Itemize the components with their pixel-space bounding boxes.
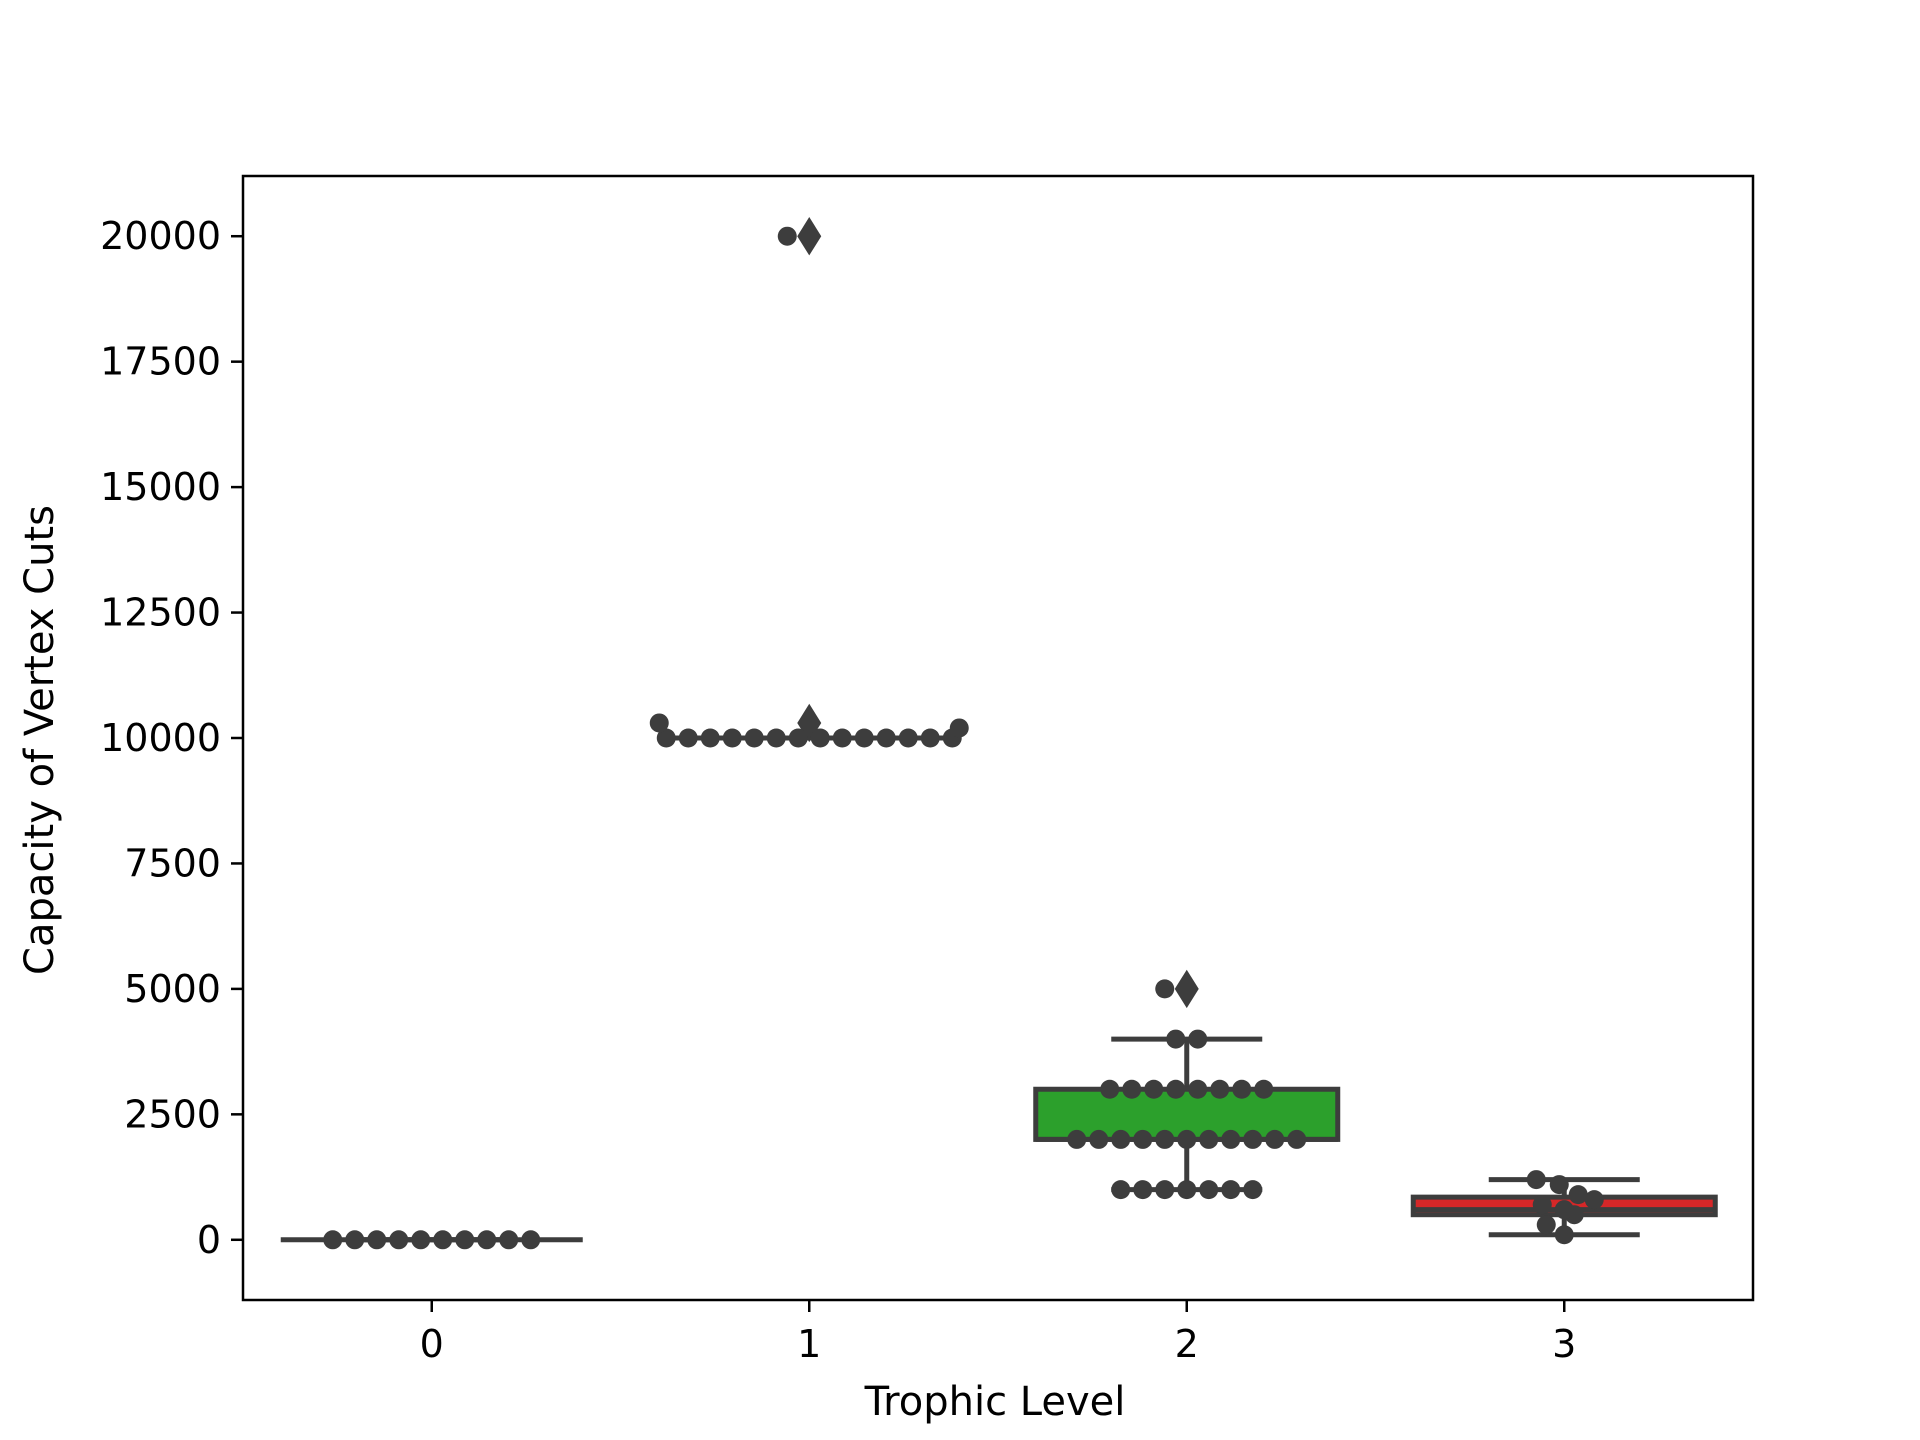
swarm-point bbox=[1111, 1180, 1131, 1200]
swarm-point bbox=[389, 1230, 409, 1250]
swarm-point bbox=[433, 1230, 453, 1250]
swarm-point bbox=[1526, 1170, 1546, 1190]
swarm-point bbox=[854, 728, 874, 748]
swarm-point bbox=[1221, 1180, 1241, 1200]
swarm-2 bbox=[1067, 979, 1307, 1200]
x-axis-title: Trophic Level bbox=[864, 1379, 1126, 1425]
swarm-point bbox=[1177, 1129, 1197, 1149]
swarm-point bbox=[1089, 1129, 1109, 1149]
swarm-point bbox=[1549, 1175, 1569, 1195]
swarm-point bbox=[367, 1230, 387, 1250]
swarm-point bbox=[1210, 1079, 1230, 1099]
swarm-point bbox=[1265, 1129, 1285, 1149]
axes: 0 2500 5000 7500 10000 12500 15000 17500 20000 0 1… bbox=[100, 174, 1755, 1366]
plot-area bbox=[280, 217, 1718, 1250]
swarm-point bbox=[1111, 1129, 1131, 1149]
x-tick-label: 0 bbox=[420, 1322, 444, 1366]
swarm-point bbox=[700, 728, 720, 748]
y-tick-label: 5000 bbox=[124, 967, 221, 1011]
swarm-point bbox=[788, 728, 808, 748]
swarm-point bbox=[1188, 1079, 1208, 1099]
swarm-point bbox=[323, 1230, 343, 1250]
swarm-point bbox=[411, 1230, 431, 1250]
y-tick-label: 20000 bbox=[100, 214, 221, 258]
swarm-point bbox=[1554, 1200, 1574, 1220]
y-tick-label: 17500 bbox=[100, 340, 221, 384]
swarm-point bbox=[832, 728, 852, 748]
swarm-point bbox=[1568, 1185, 1588, 1205]
swarm-point bbox=[1133, 1180, 1153, 1200]
x-tick-label: 2 bbox=[1175, 1322, 1199, 1366]
swarm-point bbox=[1221, 1129, 1241, 1149]
swarm-point bbox=[920, 728, 940, 748]
swarm-point bbox=[1254, 1079, 1274, 1099]
swarm-point bbox=[744, 728, 764, 748]
y-tick-label: 15000 bbox=[100, 465, 221, 509]
swarm-point bbox=[777, 226, 797, 246]
swarm-point bbox=[1243, 1180, 1263, 1200]
swarm-point bbox=[1199, 1180, 1219, 1200]
swarm-point bbox=[649, 713, 669, 733]
y-tick-label: 10000 bbox=[100, 716, 221, 760]
swarm-point bbox=[455, 1230, 475, 1250]
swarm-point bbox=[1554, 1225, 1574, 1245]
swarm-point bbox=[949, 718, 969, 738]
swarm-0 bbox=[323, 1230, 541, 1250]
swarm-point bbox=[1155, 1129, 1175, 1149]
swarm-point bbox=[1243, 1129, 1263, 1149]
swarm-point bbox=[1122, 1079, 1142, 1099]
swarm-3 bbox=[1526, 1170, 1604, 1245]
swarm-point bbox=[1100, 1079, 1120, 1099]
x-tick-label: 3 bbox=[1552, 1322, 1576, 1366]
y-axis-title: Capacity of Vertex Cuts bbox=[17, 505, 63, 975]
x-tick-label: 1 bbox=[797, 1322, 821, 1366]
swarm-point bbox=[477, 1230, 497, 1250]
swarm-point bbox=[1155, 979, 1175, 999]
swarm-point bbox=[876, 728, 896, 748]
y-tick-label: 12500 bbox=[100, 591, 221, 635]
swarm-point bbox=[521, 1230, 541, 1250]
swarm-point bbox=[656, 728, 676, 748]
swarm-point bbox=[810, 728, 830, 748]
swarm-point bbox=[1188, 1029, 1208, 1049]
outlier-marker bbox=[797, 217, 822, 256]
swarm-point bbox=[1133, 1129, 1153, 1149]
swarm-point bbox=[1199, 1129, 1219, 1149]
swarm-point bbox=[1144, 1079, 1164, 1099]
swarm-point bbox=[1584, 1190, 1604, 1210]
swarm-point bbox=[766, 728, 786, 748]
swarm-point bbox=[1536, 1215, 1556, 1235]
swarm-point bbox=[345, 1230, 365, 1250]
swarm-point bbox=[1166, 1079, 1186, 1099]
swarm-point bbox=[499, 1230, 519, 1250]
swarm-point bbox=[1287, 1129, 1307, 1149]
swarm-point bbox=[1232, 1079, 1252, 1099]
swarm-point bbox=[1532, 1195, 1552, 1215]
y-tick-label: 2500 bbox=[124, 1092, 221, 1136]
swarm-point bbox=[678, 728, 698, 748]
swarm-point bbox=[722, 728, 742, 748]
y-tick-label: 0 bbox=[197, 1218, 221, 1262]
swarm-point bbox=[1177, 1180, 1197, 1200]
swarm-point bbox=[898, 728, 918, 748]
swarm-point bbox=[1067, 1129, 1087, 1149]
y-tick-label: 7500 bbox=[124, 841, 221, 885]
swarm-point bbox=[1155, 1180, 1175, 1200]
swarm-1 bbox=[649, 226, 969, 748]
outlier-marker bbox=[1174, 969, 1199, 1009]
swarm-point bbox=[1166, 1029, 1186, 1049]
